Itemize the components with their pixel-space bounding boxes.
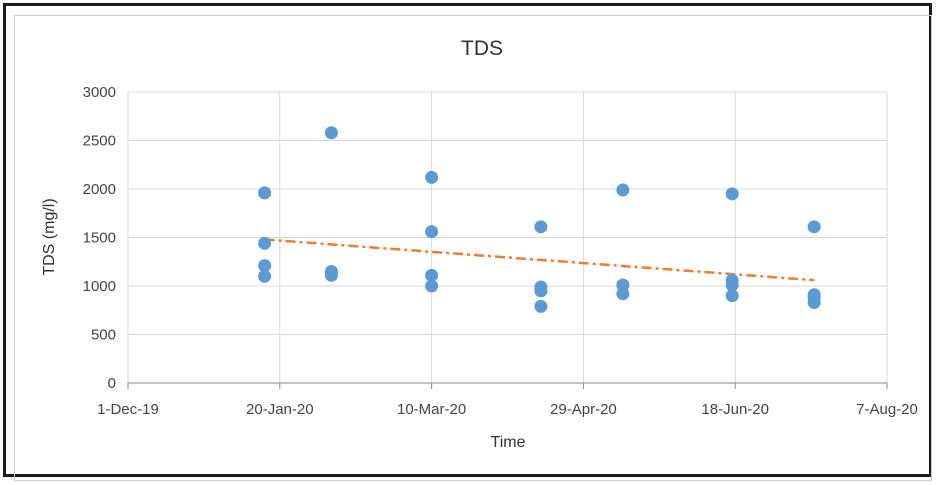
data-point — [534, 284, 548, 298]
data-point — [324, 268, 338, 282]
data-point — [807, 295, 821, 309]
data-point — [425, 225, 439, 239]
x-tick-label: 20-Jan-20 — [246, 401, 314, 418]
data-point — [534, 299, 548, 313]
x-tick-label: 29-Apr-20 — [550, 401, 617, 418]
data-point — [425, 279, 439, 293]
x-tick-label: 10-Mar-20 — [397, 401, 466, 418]
grid-layer — [127, 91, 888, 383]
data-point — [258, 259, 272, 273]
data-point — [258, 269, 272, 283]
data-point — [725, 278, 739, 292]
data-point — [534, 220, 548, 234]
y-tick-label: 0 — [108, 375, 116, 392]
y-axis-title: TDS (mg/l) — [41, 198, 58, 275]
y-tick-label: 3000 — [83, 84, 116, 101]
data-point — [425, 268, 439, 282]
data-point — [258, 236, 272, 250]
chart-frame — [3, 3, 932, 481]
data-point — [616, 287, 630, 301]
y-tick-label: 1500 — [83, 230, 116, 247]
data-point-layer — [258, 126, 821, 313]
trendline — [264, 238, 815, 282]
y-tick-label: 2000 — [83, 181, 116, 198]
y-tick-label: 500 — [91, 327, 116, 344]
axis-layer: 0 500 1000 1500 2000 2500 3000 1-Dec-19 20-Jan-2… — [83, 84, 918, 418]
data-point — [616, 183, 630, 197]
x-tick-label: 7-Aug-20 — [856, 401, 918, 418]
chart-title: TDS — [461, 37, 503, 60]
chart-area-border — [14, 15, 932, 481]
data-point — [425, 170, 439, 184]
x-axis-title: Time — [491, 434, 526, 451]
y-tick-label: 1000 — [83, 278, 116, 295]
data-point — [807, 220, 821, 234]
data-point — [725, 187, 739, 201]
y-tick-label: 2500 — [83, 133, 116, 150]
x-tick-label: 1-Dec-19 — [97, 401, 159, 418]
trendline-layer — [264, 238, 815, 282]
data-point — [324, 126, 338, 140]
data-point — [258, 186, 272, 200]
x-tick-label: 18-Jun-20 — [701, 401, 769, 418]
data-point — [725, 289, 739, 303]
